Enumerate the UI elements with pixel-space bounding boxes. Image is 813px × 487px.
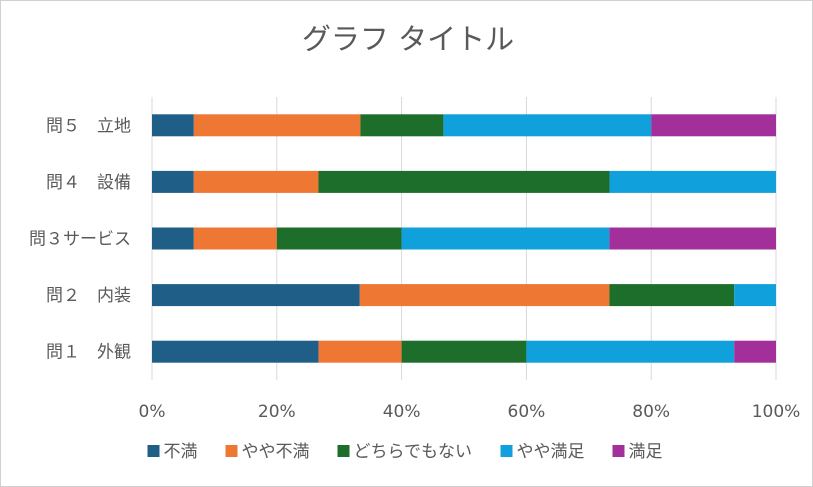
bar-segment: [152, 340, 319, 363]
bar-segment: [734, 340, 776, 363]
legend-label: やや満足: [517, 442, 585, 462]
bar-segment: [609, 170, 776, 193]
bar-segment: [359, 284, 610, 307]
legend-item: どちらでもない: [337, 442, 473, 462]
bar-segment: [152, 170, 194, 193]
bar-segment: [401, 340, 527, 363]
legend-label: 不満: [164, 442, 198, 462]
bar-segment: [609, 284, 735, 307]
legend-item: やや不満: [225, 442, 310, 462]
chart-title: グラフ タイトル: [302, 22, 514, 56]
bar-segment: [152, 114, 194, 137]
legend-item: 不満: [147, 442, 198, 462]
bar-segment: [360, 114, 444, 137]
bar-layer: [152, 114, 776, 363]
y-category-label: 問４ 設備: [46, 173, 131, 193]
bar-segment: [443, 114, 652, 137]
legend-swatch: [500, 445, 513, 457]
bar-segment: [193, 227, 277, 250]
y-category-label: 問１ 外観: [46, 343, 131, 363]
bar-segment: [193, 114, 361, 137]
x-tick-label: 0%: [139, 402, 166, 422]
y-category-label: 問３サービス: [29, 230, 131, 250]
legend: 不満 やや不満 どちらでもない やや満足 満足: [147, 442, 663, 462]
bar-segment: [276, 227, 402, 250]
bar-segment: [526, 340, 735, 363]
x-tick-label: 60%: [508, 402, 546, 422]
bar-segment: [609, 227, 776, 250]
bar-segment: [651, 114, 776, 137]
legend-swatch: [225, 445, 238, 457]
legend-swatch: [147, 445, 160, 457]
legend-item: 満足: [612, 442, 663, 462]
y-axis-labels: 問１ 外観 問２ 内装 問３サービス 問４ 設備 問５ 立地: [29, 116, 131, 362]
bar-segment: [193, 170, 319, 193]
bar-segment: [152, 284, 360, 307]
x-tick-label: 20%: [258, 402, 296, 422]
legend-swatch: [337, 445, 350, 457]
bar-segment: [318, 170, 610, 193]
legend-label: やや不満: [242, 442, 310, 462]
legend-label: どちらでもない: [354, 442, 473, 462]
x-tick-label: 100%: [752, 402, 801, 422]
bar-segment: [401, 227, 610, 250]
bar-segment: [318, 340, 402, 363]
legend-label: 満足: [629, 442, 663, 462]
bar-segment: [734, 284, 776, 307]
y-category-label: 問５ 立地: [46, 116, 131, 136]
x-axis-labels: 0% 20% 40% 60% 80% 100%: [139, 402, 801, 422]
bar-segment: [152, 227, 194, 250]
legend-item: やや満足: [500, 442, 585, 462]
x-tick-label: 80%: [632, 402, 670, 422]
x-tick-label: 40%: [383, 402, 421, 422]
legend-swatch: [612, 445, 625, 457]
y-category-label: 問２ 内装: [46, 286, 131, 306]
